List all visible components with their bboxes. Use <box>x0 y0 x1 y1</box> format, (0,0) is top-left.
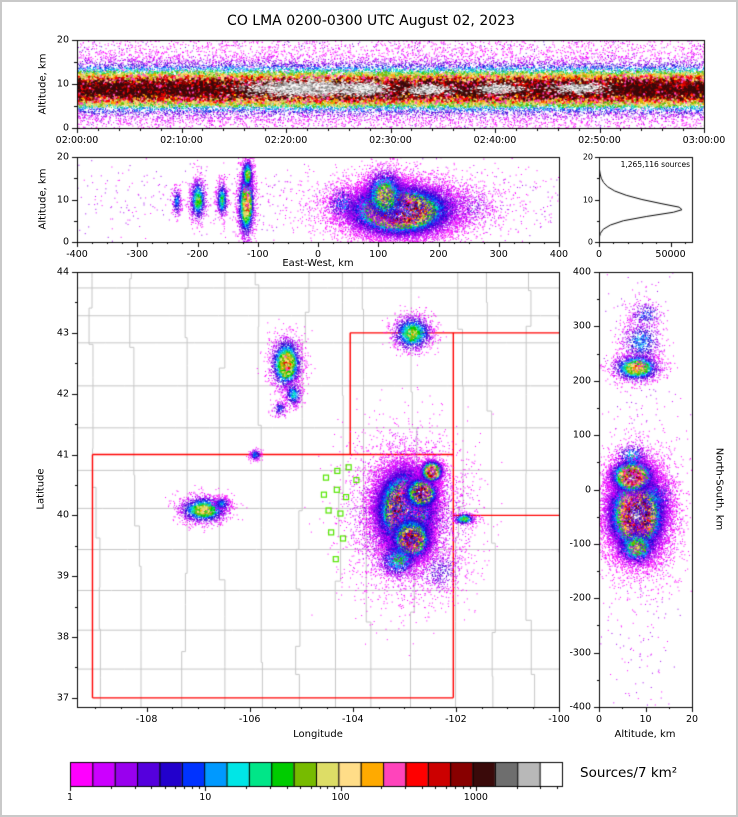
time-height-ylabel: Altitude, km <box>37 53 49 115</box>
tick-label: 0 <box>595 714 603 725</box>
tick-label: 0 <box>595 249 603 260</box>
tick-label: 02:50:00 <box>578 135 621 146</box>
tick-label: 02:00:00 <box>55 135 99 146</box>
tick-label: -400 <box>569 701 591 713</box>
tick-label: -108 <box>135 714 158 725</box>
tick-label: 10 <box>639 714 652 725</box>
colorbar-label: Sources/7 km² <box>580 765 678 781</box>
tick-label: 20 <box>685 714 699 725</box>
tick-label: -200 <box>569 592 591 604</box>
tick-label: 38 <box>56 631 69 643</box>
tick-label: 0 <box>62 236 69 248</box>
map-ylabel: Latitude <box>35 468 47 510</box>
tick-label: -100 <box>569 538 591 550</box>
tick-label: 43 <box>56 327 69 339</box>
tick-label: 0 <box>584 484 591 495</box>
tick-label: 20 <box>56 151 69 163</box>
tick-label: -300 <box>569 647 591 659</box>
ew-height-ylabel: Altitude, km <box>37 168 49 230</box>
tick-label: 200 <box>429 249 448 260</box>
tick-label: 39 <box>56 570 69 582</box>
tick-label: 42 <box>56 388 69 400</box>
tick-label: 10 <box>56 194 69 205</box>
tick-label: -100 <box>246 249 269 260</box>
ns-height-ylabel: North-South, km <box>713 447 725 531</box>
tick-label: 100 <box>369 249 388 260</box>
tick-label: 40 <box>56 509 69 521</box>
tick-label: -100 <box>548 714 570 725</box>
tick-label: -104 <box>342 714 364 725</box>
tick-label: 20 <box>56 34 69 46</box>
tick-label: 02:10:00 <box>160 135 203 146</box>
tick-label: 0 <box>587 237 593 247</box>
tick-label: 37 <box>56 692 69 704</box>
tick-label: 50000 <box>655 249 686 260</box>
tick-label: -102 <box>445 714 467 725</box>
tick-label: 100 <box>331 792 350 803</box>
tick-label: 44 <box>56 266 69 278</box>
tick-label: 1 <box>66 792 74 803</box>
tick-label: 100 <box>572 429 591 441</box>
tick-label: 300 <box>572 320 591 332</box>
tick-label: 400 <box>549 249 569 260</box>
tick-label: 10 <box>199 792 212 803</box>
tick-label: 20 <box>582 152 593 162</box>
map-xlabel: Longitude <box>293 729 343 740</box>
tick-label: 0 <box>62 122 69 134</box>
tick-label: -200 <box>186 249 209 260</box>
tick-label: -400 <box>66 249 88 260</box>
tick-label: 02:30:00 <box>369 135 412 146</box>
ew-height-xlabel: East-West, km <box>282 258 354 269</box>
tick-label: 10 <box>582 195 593 204</box>
tick-label: -106 <box>238 714 261 725</box>
tick-label: 41 <box>56 449 69 461</box>
tick-label: 02:40:00 <box>473 135 517 146</box>
tick-label: -300 <box>126 249 149 260</box>
tick-label: 300 <box>489 249 508 260</box>
source-count-annotation: 1,265,116 sources <box>620 160 690 169</box>
tick-label: 200 <box>572 375 591 387</box>
tick-label: 400 <box>572 266 591 278</box>
tick-label: 0 <box>314 249 322 260</box>
plot-title: CO LMA 0200-0300 UTC August 02, 2023 <box>227 13 515 29</box>
tick-label: 03:00:00 <box>682 135 726 146</box>
ns-height-xlabel: Altitude, km <box>614 729 676 740</box>
tick-label: 10 <box>56 78 69 90</box>
tick-label: 1000 <box>463 792 488 803</box>
tick-label: 02:20:00 <box>264 135 308 146</box>
